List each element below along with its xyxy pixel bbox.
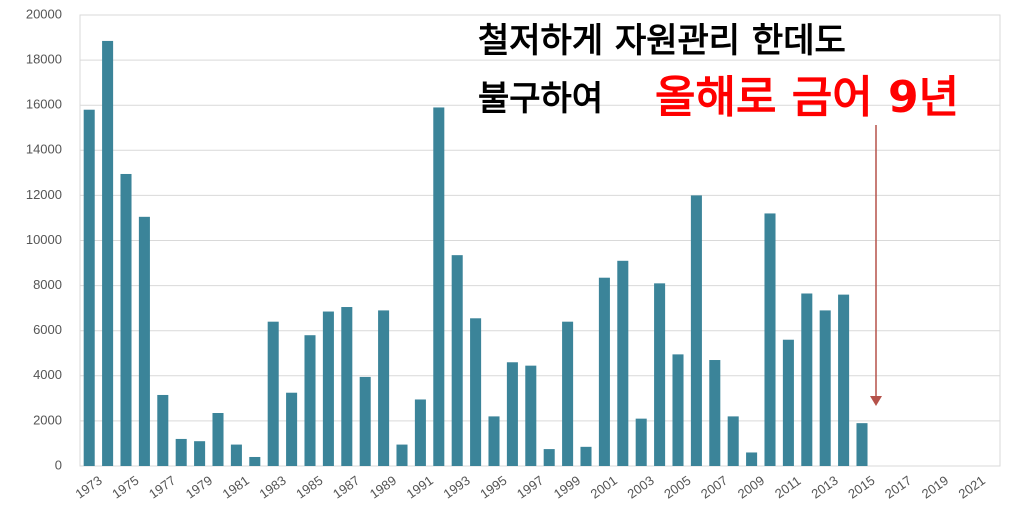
bar xyxy=(341,307,353,466)
bar xyxy=(690,195,702,466)
bar xyxy=(819,310,831,466)
bar xyxy=(102,40,114,467)
bar xyxy=(746,452,758,466)
y-tick-label: 4000 xyxy=(33,367,62,382)
x-tick-label: 1999 xyxy=(551,473,583,502)
x-tick-label: 1995 xyxy=(477,473,509,502)
bar xyxy=(120,173,132,467)
y-tick-label: 2000 xyxy=(33,412,62,427)
x-tick-label: 1985 xyxy=(293,473,325,502)
bar xyxy=(451,255,463,466)
bar xyxy=(249,456,261,466)
x-tick-label: 2017 xyxy=(882,473,914,502)
bar xyxy=(506,362,518,466)
y-tick-label: 6000 xyxy=(33,322,62,337)
bar xyxy=(525,365,537,466)
bar xyxy=(304,335,316,466)
y-tick-label: 18000 xyxy=(26,52,62,67)
annotation: 불구하여 xyxy=(478,79,603,119)
x-tick-label: 1973 xyxy=(72,473,104,502)
bar xyxy=(727,416,739,466)
bar xyxy=(856,423,868,466)
bar xyxy=(617,260,629,466)
y-tick-label: 14000 xyxy=(26,142,62,157)
x-tick-label: 1987 xyxy=(330,473,362,502)
bar xyxy=(396,444,408,466)
bar xyxy=(470,318,482,466)
x-tick-label: 2019 xyxy=(919,473,951,502)
x-tick-label: 1991 xyxy=(404,473,436,502)
y-tick-label: 0 xyxy=(55,457,62,472)
bar xyxy=(709,360,721,466)
x-tick-label: 2013 xyxy=(808,473,840,502)
bar xyxy=(378,310,390,466)
x-tick-label: 2005 xyxy=(661,473,693,502)
x-tick-label: 1981 xyxy=(220,473,252,502)
bar xyxy=(488,416,500,466)
bar xyxy=(83,109,95,467)
x-tick-label: 2015 xyxy=(845,473,877,502)
bar xyxy=(359,376,371,466)
bar xyxy=(801,293,813,466)
x-tick-label: 2003 xyxy=(624,473,656,502)
x-tick-label: 2007 xyxy=(698,473,730,502)
x-tick-label: 1989 xyxy=(367,473,399,502)
bar xyxy=(175,438,187,466)
bar xyxy=(138,216,150,466)
annotation: 철저하게 자원관리 한데도 xyxy=(478,21,846,61)
x-tick-label: 1977 xyxy=(146,473,178,502)
bar xyxy=(782,339,794,466)
bar xyxy=(672,354,684,466)
bar xyxy=(322,311,334,466)
y-tick-label: 8000 xyxy=(33,277,62,292)
bar xyxy=(543,449,555,466)
bar xyxy=(838,294,850,466)
bar xyxy=(286,392,298,466)
bar xyxy=(194,441,206,466)
annotation: 올해로 금어 9년 xyxy=(655,72,959,123)
bar xyxy=(267,321,279,466)
y-tick-label: 16000 xyxy=(26,97,62,112)
x-tick-label: 1975 xyxy=(109,473,141,502)
bar xyxy=(635,418,647,466)
bar xyxy=(230,444,242,466)
bar xyxy=(580,446,592,466)
bar xyxy=(157,394,169,466)
x-tick-label: 1997 xyxy=(514,473,546,502)
x-tick-label: 1993 xyxy=(440,473,472,502)
bar xyxy=(414,399,426,466)
y-tick-label: 20000 xyxy=(26,6,62,21)
bar xyxy=(212,413,224,466)
bar xyxy=(433,107,445,466)
bar xyxy=(654,283,666,466)
x-tick-label: 2009 xyxy=(735,473,767,502)
x-tick-label: 2011 xyxy=(772,473,804,501)
x-tick-label: 2001 xyxy=(588,473,620,502)
x-tick-label: 1979 xyxy=(183,473,215,502)
bar xyxy=(598,277,610,466)
y-tick-label: 10000 xyxy=(26,232,62,247)
x-tick-label: 1983 xyxy=(256,473,288,502)
bar xyxy=(764,213,776,466)
x-tick-label: 2021 xyxy=(956,473,988,502)
y-tick-label: 12000 xyxy=(26,187,62,202)
arrow-head xyxy=(870,396,882,406)
bar xyxy=(562,321,574,466)
